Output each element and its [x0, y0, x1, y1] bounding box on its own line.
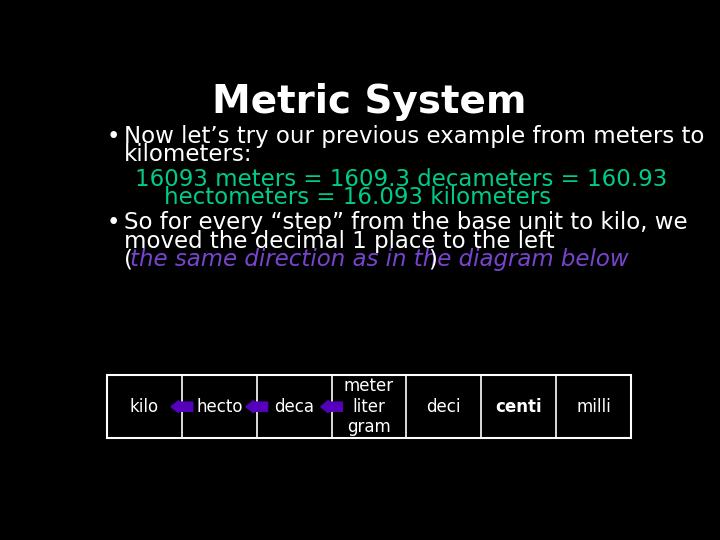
Text: ): ): [428, 248, 438, 271]
Text: 16093 meters = 1609.3 decameters = 160.93: 16093 meters = 1609.3 decameters = 160.9…: [135, 168, 667, 191]
Bar: [107, 375, 631, 438]
Text: (: (: [124, 248, 133, 271]
Text: hecto: hecto: [196, 397, 243, 416]
Text: the same direction as in the diagram below: the same direction as in the diagram bel…: [130, 248, 629, 271]
Text: moved the decimal 1 place to the left: moved the decimal 1 place to the left: [124, 230, 554, 253]
Text: •: •: [107, 211, 120, 234]
Text: Metric System: Metric System: [212, 83, 526, 122]
Text: hectometers = 16.093 kilometers: hectometers = 16.093 kilometers: [135, 186, 551, 210]
Text: centi: centi: [495, 397, 542, 416]
Text: •: •: [107, 125, 120, 148]
Text: kilo: kilo: [130, 397, 159, 416]
Text: So for every “step” from the base unit to kilo, we: So for every “step” from the base unit t…: [124, 211, 688, 234]
Text: milli: milli: [576, 397, 611, 416]
FancyArrow shape: [246, 401, 268, 413]
FancyArrow shape: [171, 401, 193, 413]
Text: deci: deci: [426, 397, 461, 416]
Text: deca: deca: [274, 397, 314, 416]
Text: kilometers:: kilometers:: [124, 143, 253, 166]
Text: meter
liter
gram: meter liter gram: [344, 377, 394, 436]
FancyArrow shape: [320, 401, 343, 413]
Text: Now let’s try our previous example from meters to: Now let’s try our previous example from …: [124, 125, 704, 148]
